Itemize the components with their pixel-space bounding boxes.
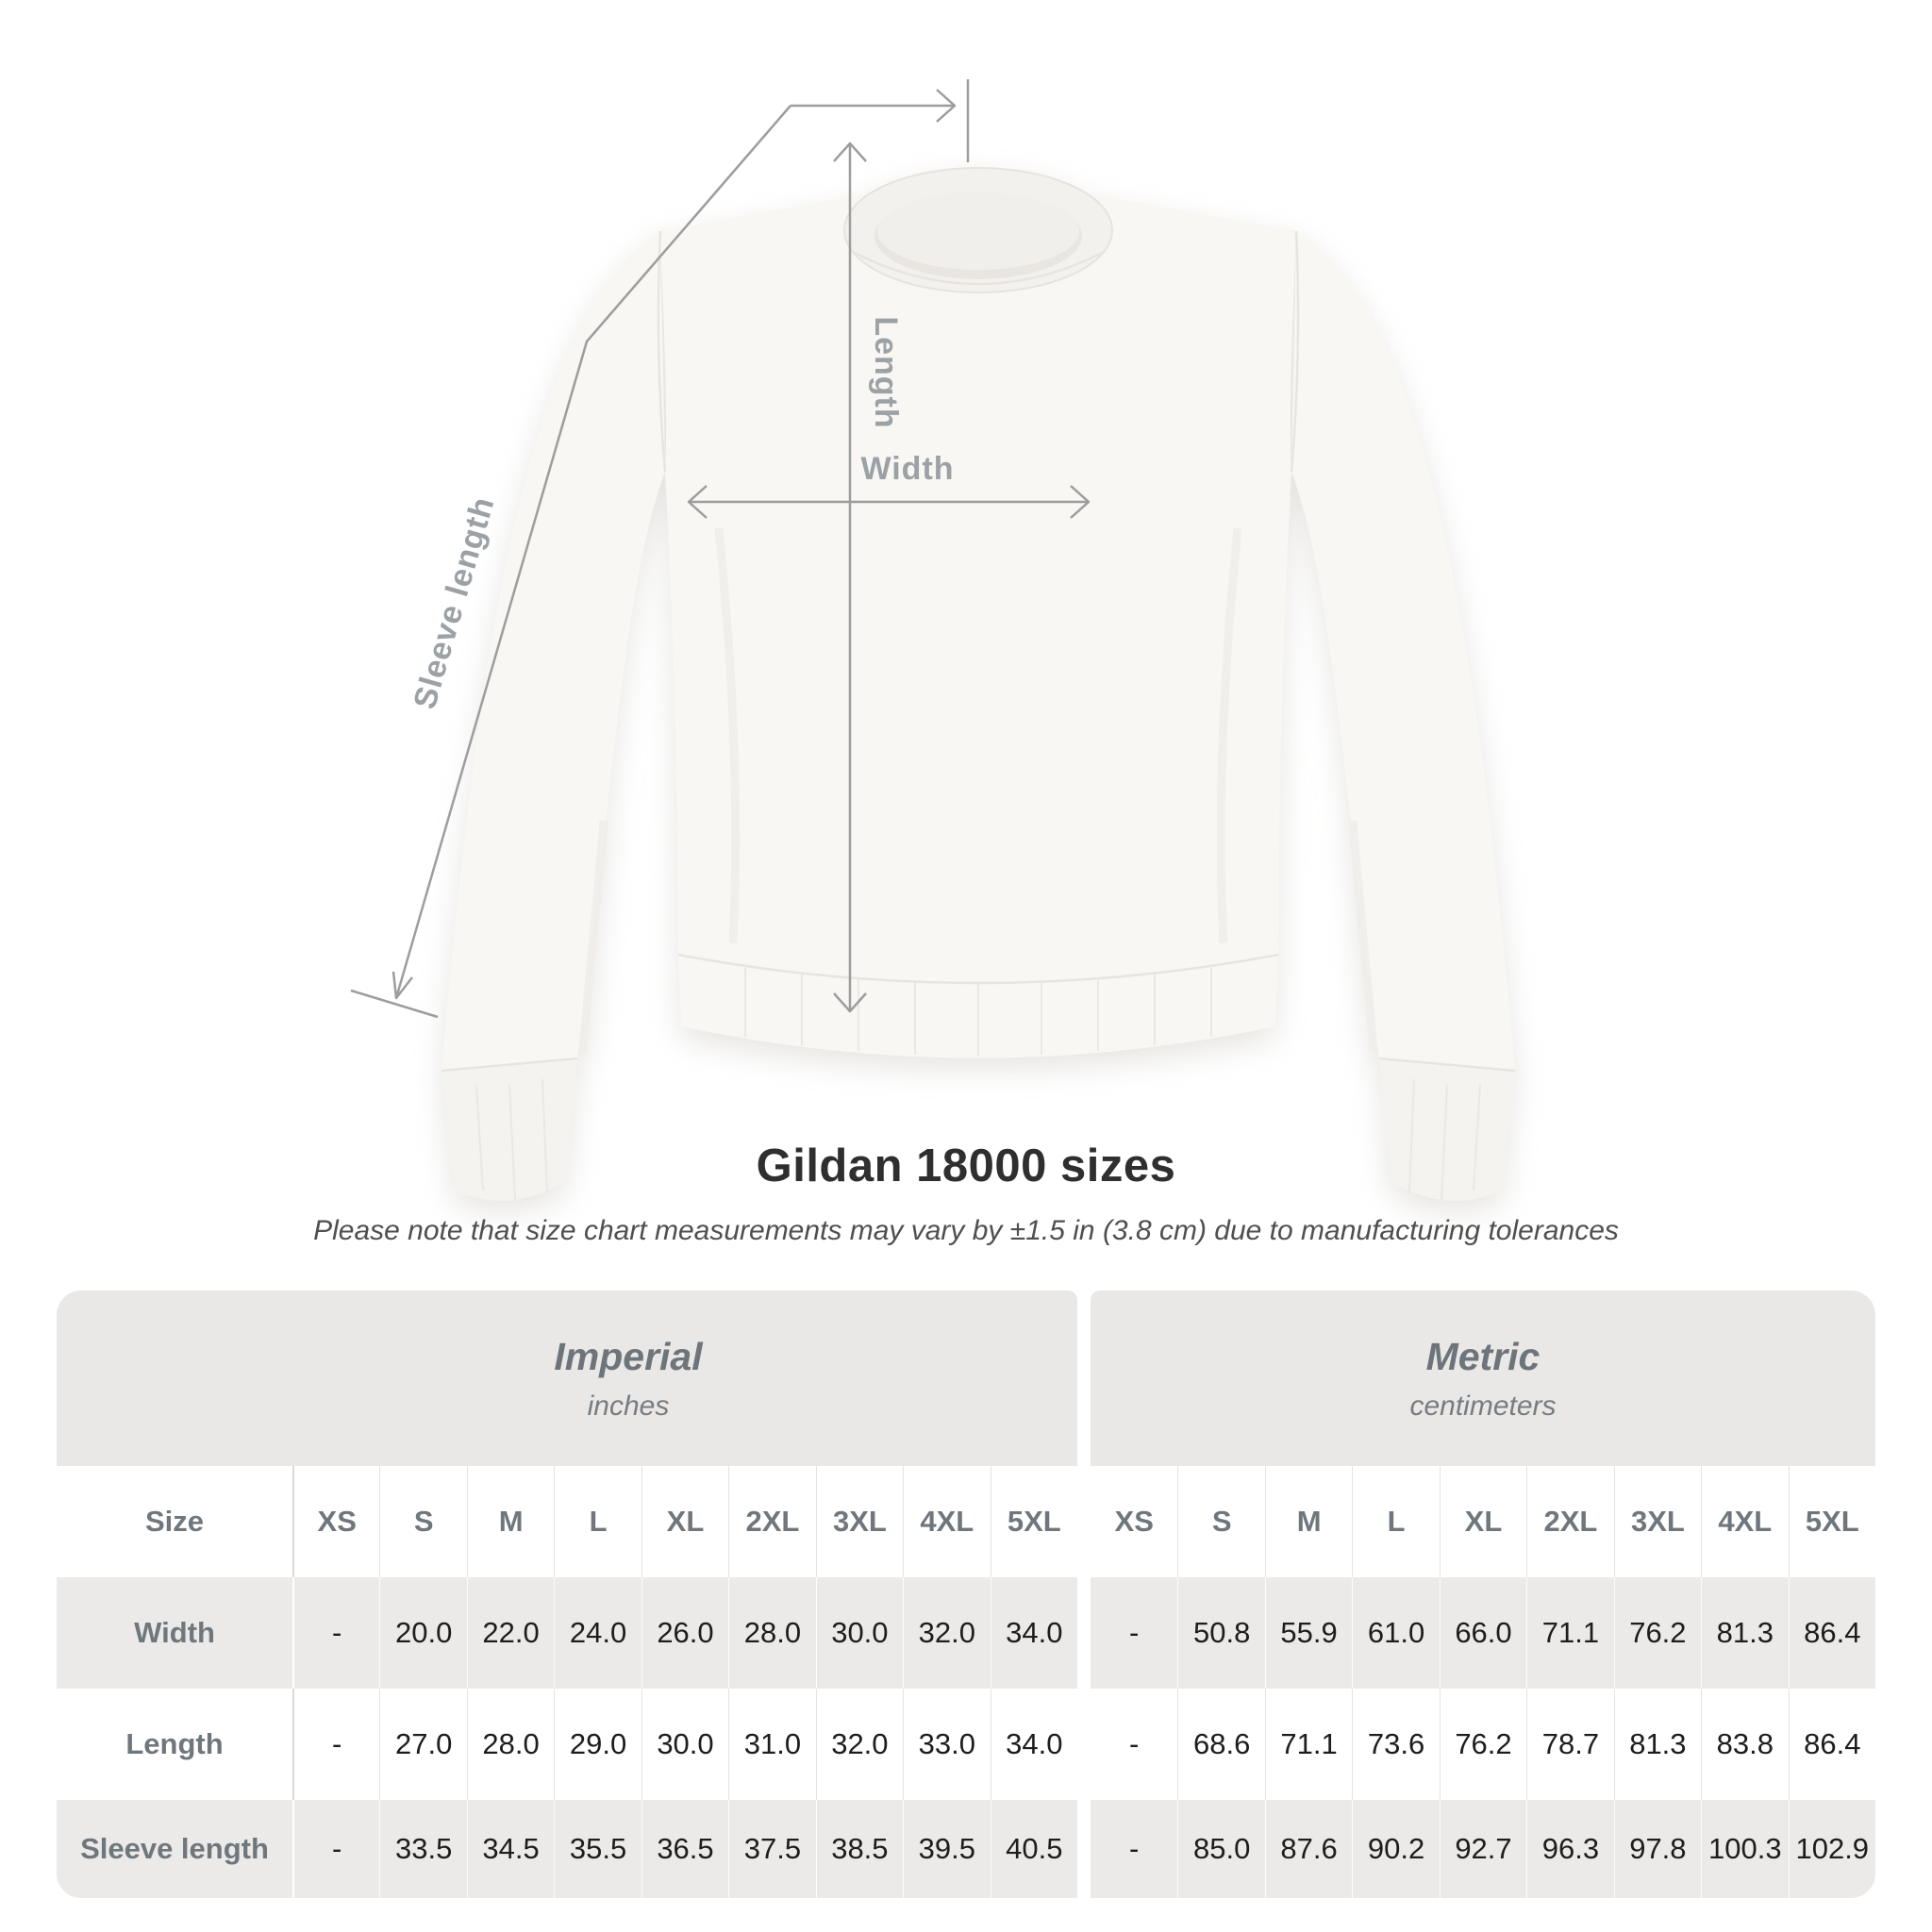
- metric-size-header-2XL: 2XL: [1526, 1466, 1614, 1577]
- width-imperial-XS: -: [292, 1577, 380, 1689]
- imperial-size-header-3XL: 3XL: [815, 1466, 904, 1577]
- sleeve-length-imperial-5XL: 40.5: [990, 1800, 1077, 1898]
- width-imperial-5XL: 34.0: [990, 1577, 1077, 1689]
- width-metric-XL: 66.0: [1439, 1577, 1527, 1689]
- imperial-size-header-M: M: [466, 1466, 555, 1577]
- row-label-length: Length: [57, 1689, 292, 1800]
- column-gap: [1076, 1800, 1091, 1898]
- width-metric-L: 61.0: [1352, 1577, 1440, 1689]
- metric-size-header-5XL: 5XL: [1788, 1466, 1875, 1577]
- width-metric-XS: -: [1090, 1577, 1178, 1689]
- imperial-size-header-5XL: 5XL: [990, 1466, 1077, 1577]
- width-imperial-2XL: 28.0: [728, 1577, 816, 1689]
- length-imperial-5XL: 34.0: [990, 1689, 1077, 1800]
- row-label-sleeve-length: Sleeve length: [57, 1800, 292, 1898]
- group-divider: [1076, 1291, 1091, 1466]
- length-imperial-XL: 30.0: [641, 1689, 729, 1800]
- length-imperial-4XL: 33.0: [903, 1689, 991, 1800]
- sleeve-length-imperial-XL: 36.5: [641, 1800, 729, 1898]
- length-metric-4XL: 83.8: [1701, 1689, 1789, 1800]
- sleeve-length-metric-3XL: 97.8: [1613, 1800, 1702, 1898]
- sleeve-length-imperial-3XL: 38.5: [815, 1800, 904, 1898]
- length-top-reference-line: [791, 79, 970, 162]
- width-imperial-4XL: 32.0: [903, 1577, 991, 1689]
- width-measure-line: [687, 485, 1091, 519]
- length-metric-S: 68.6: [1177, 1689, 1265, 1800]
- width-imperial-S: 20.0: [379, 1577, 467, 1689]
- imperial-size-header-XS: XS: [292, 1466, 380, 1577]
- sleeve-length-imperial-4XL: 39.5: [903, 1800, 991, 1898]
- length-imperial-L: 29.0: [554, 1689, 641, 1800]
- width-label: Width: [860, 451, 954, 487]
- length-measure-line: [833, 142, 867, 1013]
- sleeve-length-metric-XS: -: [1090, 1800, 1178, 1898]
- length-metric-M: 71.1: [1264, 1689, 1353, 1800]
- width-metric-2XL: 71.1: [1526, 1577, 1614, 1689]
- sleeve-length-metric-2XL: 96.3: [1526, 1800, 1614, 1898]
- width-metric-S: 50.8: [1177, 1577, 1265, 1689]
- imperial-unit-label: inches: [587, 1390, 670, 1422]
- width-metric-4XL: 81.3: [1701, 1577, 1789, 1689]
- size-table: Imperial inches Metric centimeters Size X…: [57, 1291, 1875, 1898]
- width-metric-5XL: 86.4: [1788, 1577, 1875, 1689]
- sleeve-length-measure-line: [350, 105, 791, 1019]
- length-metric-L: 73.6: [1352, 1689, 1440, 1800]
- sweatshirt-illustration: [441, 167, 1516, 1201]
- width-imperial-L: 24.0: [554, 1577, 641, 1689]
- length-imperial-S: 27.0: [379, 1689, 467, 1800]
- length-metric-5XL: 86.4: [1788, 1689, 1875, 1800]
- length-label: Length: [868, 316, 904, 428]
- imperial-size-header-2XL: 2XL: [728, 1466, 816, 1577]
- tolerance-note: Please note that size chart measurements…: [313, 1215, 1619, 1246]
- sleeve-length-metric-4XL: 100.3: [1701, 1800, 1789, 1898]
- sleeve-length-imperial-XS: -: [292, 1800, 380, 1898]
- metric-size-header-M: M: [1264, 1466, 1353, 1577]
- size-column-header: Size: [57, 1466, 292, 1577]
- imperial-size-header-L: L: [554, 1466, 641, 1577]
- width-metric-M: 55.9: [1264, 1577, 1353, 1689]
- metric-unit-label: centimeters: [1409, 1390, 1557, 1422]
- sweatshirt-size-diagram: Length Width Sleeve length: [350, 79, 1516, 1201]
- sleeve-length-metric-S: 85.0: [1177, 1800, 1265, 1898]
- sleeve-length-imperial-L: 35.5: [554, 1800, 641, 1898]
- page-title: Gildan 18000 sizes: [756, 1141, 1176, 1191]
- imperial-size-header-4XL: 4XL: [903, 1466, 991, 1577]
- length-metric-XL: 76.2: [1439, 1689, 1527, 1800]
- imperial-size-header-XL: XL: [641, 1466, 729, 1577]
- sleeve-length-imperial-2XL: 37.5: [728, 1800, 816, 1898]
- width-imperial-M: 22.0: [466, 1577, 555, 1689]
- column-gap: [1076, 1466, 1091, 1577]
- metric-size-header-XS: XS: [1090, 1466, 1178, 1577]
- metric-label: Metric: [1425, 1334, 1541, 1378]
- sleeve-length-metric-5XL: 102.9: [1788, 1800, 1875, 1898]
- length-imperial-M: 28.0: [466, 1689, 555, 1800]
- metric-group-header: Metric centimeters: [1090, 1291, 1875, 1466]
- row-label-width: Width: [57, 1577, 292, 1689]
- length-imperial-XS: -: [292, 1689, 380, 1800]
- sleeve-length-metric-XL: 92.7: [1439, 1800, 1527, 1898]
- column-gap: [1076, 1689, 1091, 1800]
- sleeve-length-metric-L: 90.2: [1352, 1800, 1440, 1898]
- imperial-label: Imperial: [554, 1334, 703, 1378]
- imperial-group-header: Imperial inches: [57, 1291, 1077, 1466]
- length-metric-2XL: 78.7: [1526, 1689, 1614, 1800]
- length-metric-XS: -: [1090, 1689, 1178, 1800]
- metric-size-header-L: L: [1352, 1466, 1440, 1577]
- metric-size-header-4XL: 4XL: [1701, 1466, 1789, 1577]
- metric-size-header-XL: XL: [1439, 1466, 1527, 1577]
- length-imperial-3XL: 32.0: [815, 1689, 904, 1800]
- imperial-size-header-S: S: [379, 1466, 467, 1577]
- length-imperial-2XL: 31.0: [728, 1689, 816, 1800]
- sleeve-length-imperial-M: 34.5: [466, 1800, 555, 1898]
- length-metric-3XL: 81.3: [1613, 1689, 1702, 1800]
- width-metric-3XL: 76.2: [1613, 1577, 1702, 1689]
- sleeve-length-metric-M: 87.6: [1264, 1800, 1353, 1898]
- width-imperial-3XL: 30.0: [815, 1577, 904, 1689]
- sleeve-length-imperial-S: 33.5: [379, 1800, 467, 1898]
- column-gap: [1076, 1577, 1091, 1689]
- metric-size-header-3XL: 3XL: [1613, 1466, 1702, 1577]
- width-imperial-XL: 26.0: [641, 1577, 729, 1689]
- metric-size-header-S: S: [1177, 1466, 1265, 1577]
